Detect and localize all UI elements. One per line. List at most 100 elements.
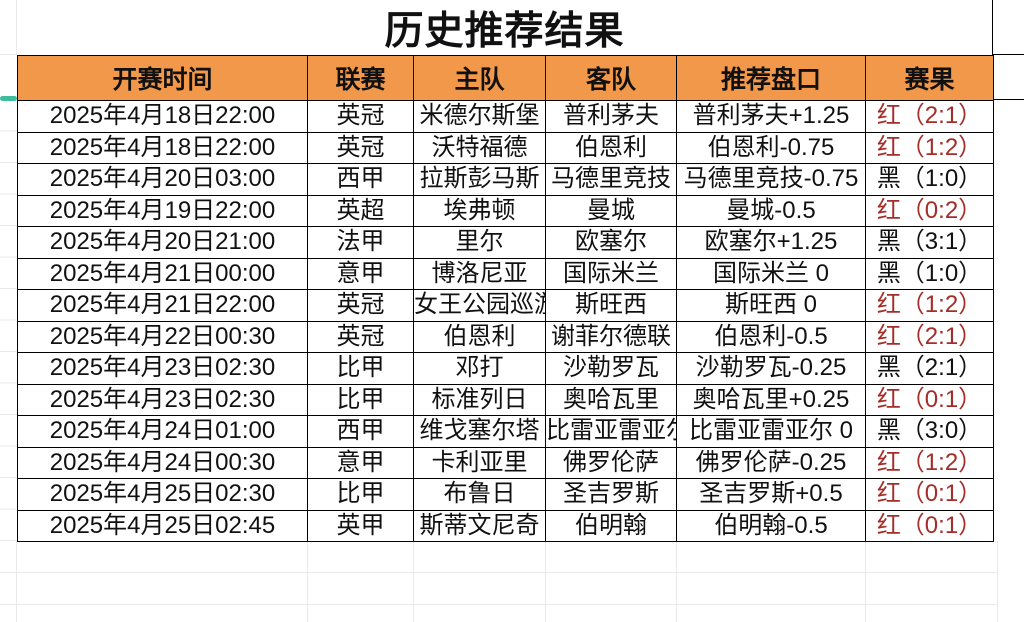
cell-home-team[interactable]: 标准列日 [413,383,546,416]
cell-result[interactable]: 红（2:1） [865,100,994,133]
cell-away-team[interactable]: 谢菲尔德联 [545,320,677,353]
cell-league[interactable]: 比甲 [307,478,414,511]
header-away-team[interactable]: 客队 [545,55,677,101]
cell-kickoff-time[interactable]: 2025年4月25日02:30 [17,478,308,511]
cell-result[interactable]: 黑（3:1） [865,226,994,259]
cell-away-team[interactable]: 普利茅夫 [545,100,677,133]
cell-away-team[interactable]: 曼城 [545,194,677,227]
cell-away-team[interactable]: 斯旺西 [545,289,677,322]
header-league[interactable]: 联赛 [307,55,414,101]
cell-recommended-handicap[interactable]: 欧塞尔+1.25 [676,226,866,259]
cell-result[interactable]: 黑（3:0） [865,415,994,448]
table-row: 2025年4月18日22:00 英冠 沃特福德 伯恩利 伯恩利-0.75 红（1… [17,131,994,164]
gridline [16,541,17,622]
cell-result[interactable]: 红（0:1） [865,509,994,542]
cell-home-team[interactable]: 布鲁日 [413,478,546,511]
cell-home-team[interactable]: 博洛尼亚 [413,257,546,290]
cell-home-team[interactable]: 沃特福德 [413,131,546,164]
border-stub [993,98,1024,100]
cell-home-team[interactable]: 卡利亚里 [413,446,546,479]
cell-away-team[interactable]: 比雷亚雷亚尔 [545,415,677,448]
cell-league[interactable]: 西甲 [307,163,414,196]
cell-kickoff-time[interactable]: 2025年4月18日22:00 [17,100,308,133]
cell-league[interactable]: 西甲 [307,415,414,448]
cell-league[interactable]: 英甲 [307,509,414,542]
cell-result[interactable]: 红（1:2） [865,289,994,322]
cell-away-team[interactable]: 马德里竞技 [545,163,677,196]
cell-home-team[interactable]: 斯蒂文尼奇 [413,509,546,542]
cell-home-team[interactable]: 米德尔斯堡 [413,100,546,133]
cell-league[interactable]: 意甲 [307,446,414,479]
cell-home-team[interactable]: 维戈塞尔塔 [413,415,546,448]
page-title: 历史推荐结果 [384,9,625,53]
cell-away-team[interactable]: 佛罗伦萨 [545,446,677,479]
cell-result[interactable]: 红（1:2） [865,446,994,479]
cell-kickoff-time[interactable]: 2025年4月24日01:00 [17,415,308,448]
cell-home-team[interactable]: 拉斯彭马斯 [413,163,546,196]
cell-kickoff-time[interactable]: 2025年4月18日22:00 [17,131,308,164]
cell-away-team[interactable]: 伯恩利 [545,131,677,164]
cell-recommended-handicap[interactable]: 马德里竞技-0.75 [676,163,866,196]
gridline [545,541,546,622]
cell-result[interactable]: 黑（1:0） [865,163,994,196]
cell-recommended-handicap[interactable]: 沙勒罗瓦-0.25 [676,352,866,385]
cell-league[interactable]: 比甲 [307,352,414,385]
cell-result[interactable]: 红（0:1） [865,478,994,511]
header-home-team[interactable]: 主队 [413,55,546,101]
cell-result[interactable]: 黑（2:1） [865,352,994,385]
sheet-title-cell[interactable]: 历史推荐结果 [17,0,993,55]
header-recommended-handicap[interactable]: 推荐盘口 [676,55,866,101]
cell-away-team[interactable]: 圣吉罗斯 [545,478,677,511]
cell-recommended-handicap[interactable]: 伯明翰-0.5 [676,509,866,542]
gridline [413,541,414,622]
cell-recommended-handicap[interactable]: 国际米兰 0 [676,257,866,290]
cell-recommended-handicap[interactable]: 曼城-0.5 [676,194,866,227]
cell-kickoff-time[interactable]: 2025年4月21日00:00 [17,257,308,290]
cell-away-team[interactable]: 国际米兰 [545,257,677,290]
cell-kickoff-time[interactable]: 2025年4月21日22:00 [17,289,308,322]
cell-home-team[interactable]: 里尔 [413,226,546,259]
cell-result[interactable]: 红（0:2） [865,194,994,227]
cell-result[interactable]: 红（2:1） [865,320,994,353]
cell-league[interactable]: 意甲 [307,257,414,290]
cell-recommended-handicap[interactable]: 斯旺西 0 [676,289,866,322]
cell-league[interactable]: 法甲 [307,226,414,259]
cell-result[interactable]: 黑（1:0） [865,257,994,290]
table-row: 2025年4月23日02:30 比甲 邓打 沙勒罗瓦 沙勒罗瓦-0.25 黑（2… [17,352,994,385]
cell-recommended-handicap[interactable]: 比雷亚雷亚尔 0 [676,415,866,448]
cell-recommended-handicap[interactable]: 奥哈瓦里+0.25 [676,383,866,416]
cell-away-team[interactable]: 伯明翰 [545,509,677,542]
cell-kickoff-time[interactable]: 2025年4月24日00:30 [17,446,308,479]
cell-away-team[interactable]: 欧塞尔 [545,226,677,259]
cell-away-team[interactable]: 奥哈瓦里 [545,383,677,416]
cell-kickoff-time[interactable]: 2025年4月23日02:30 [17,352,308,385]
cell-kickoff-time[interactable]: 2025年4月23日02:30 [17,383,308,416]
cell-league[interactable]: 比甲 [307,383,414,416]
cell-home-team[interactable]: 埃弗顿 [413,194,546,227]
cell-recommended-handicap[interactable]: 伯恩利-0.75 [676,131,866,164]
cell-league[interactable]: 英冠 [307,320,414,353]
gridline [0,572,997,573]
cell-recommended-handicap[interactable]: 圣吉罗斯+0.5 [676,478,866,511]
cell-kickoff-time[interactable]: 2025年4月20日03:00 [17,163,308,196]
cell-result[interactable]: 红（0:1） [865,383,994,416]
header-result[interactable]: 赛果 [865,55,994,101]
cell-kickoff-time[interactable]: 2025年4月22日00:30 [17,320,308,353]
header-kickoff-time[interactable]: 开赛时间 [17,55,308,101]
cell-result[interactable]: 红（1:2） [865,131,994,164]
cell-recommended-handicap[interactable]: 佛罗伦萨-0.25 [676,446,866,479]
cell-home-team[interactable]: 伯恩利 [413,320,546,353]
cell-kickoff-time[interactable]: 2025年4月19日22:00 [17,194,308,227]
cell-league[interactable]: 英冠 [307,131,414,164]
cell-home-team[interactable]: 女王公园巡游者 [413,289,546,322]
cell-kickoff-time[interactable]: 2025年4月20日21:00 [17,226,308,259]
header-row: 开赛时间 联赛 主队 客队 推荐盘口 赛果 [17,55,994,101]
cell-away-team[interactable]: 沙勒罗瓦 [545,352,677,385]
cell-recommended-handicap[interactable]: 伯恩利-0.5 [676,320,866,353]
cell-league[interactable]: 英冠 [307,289,414,322]
cell-league[interactable]: 英冠 [307,100,414,133]
cell-home-team[interactable]: 邓打 [413,352,546,385]
cell-kickoff-time[interactable]: 2025年4月25日02:45 [17,509,308,542]
cell-recommended-handicap[interactable]: 普利茅夫+1.25 [676,100,866,133]
cell-league[interactable]: 英超 [307,194,414,227]
